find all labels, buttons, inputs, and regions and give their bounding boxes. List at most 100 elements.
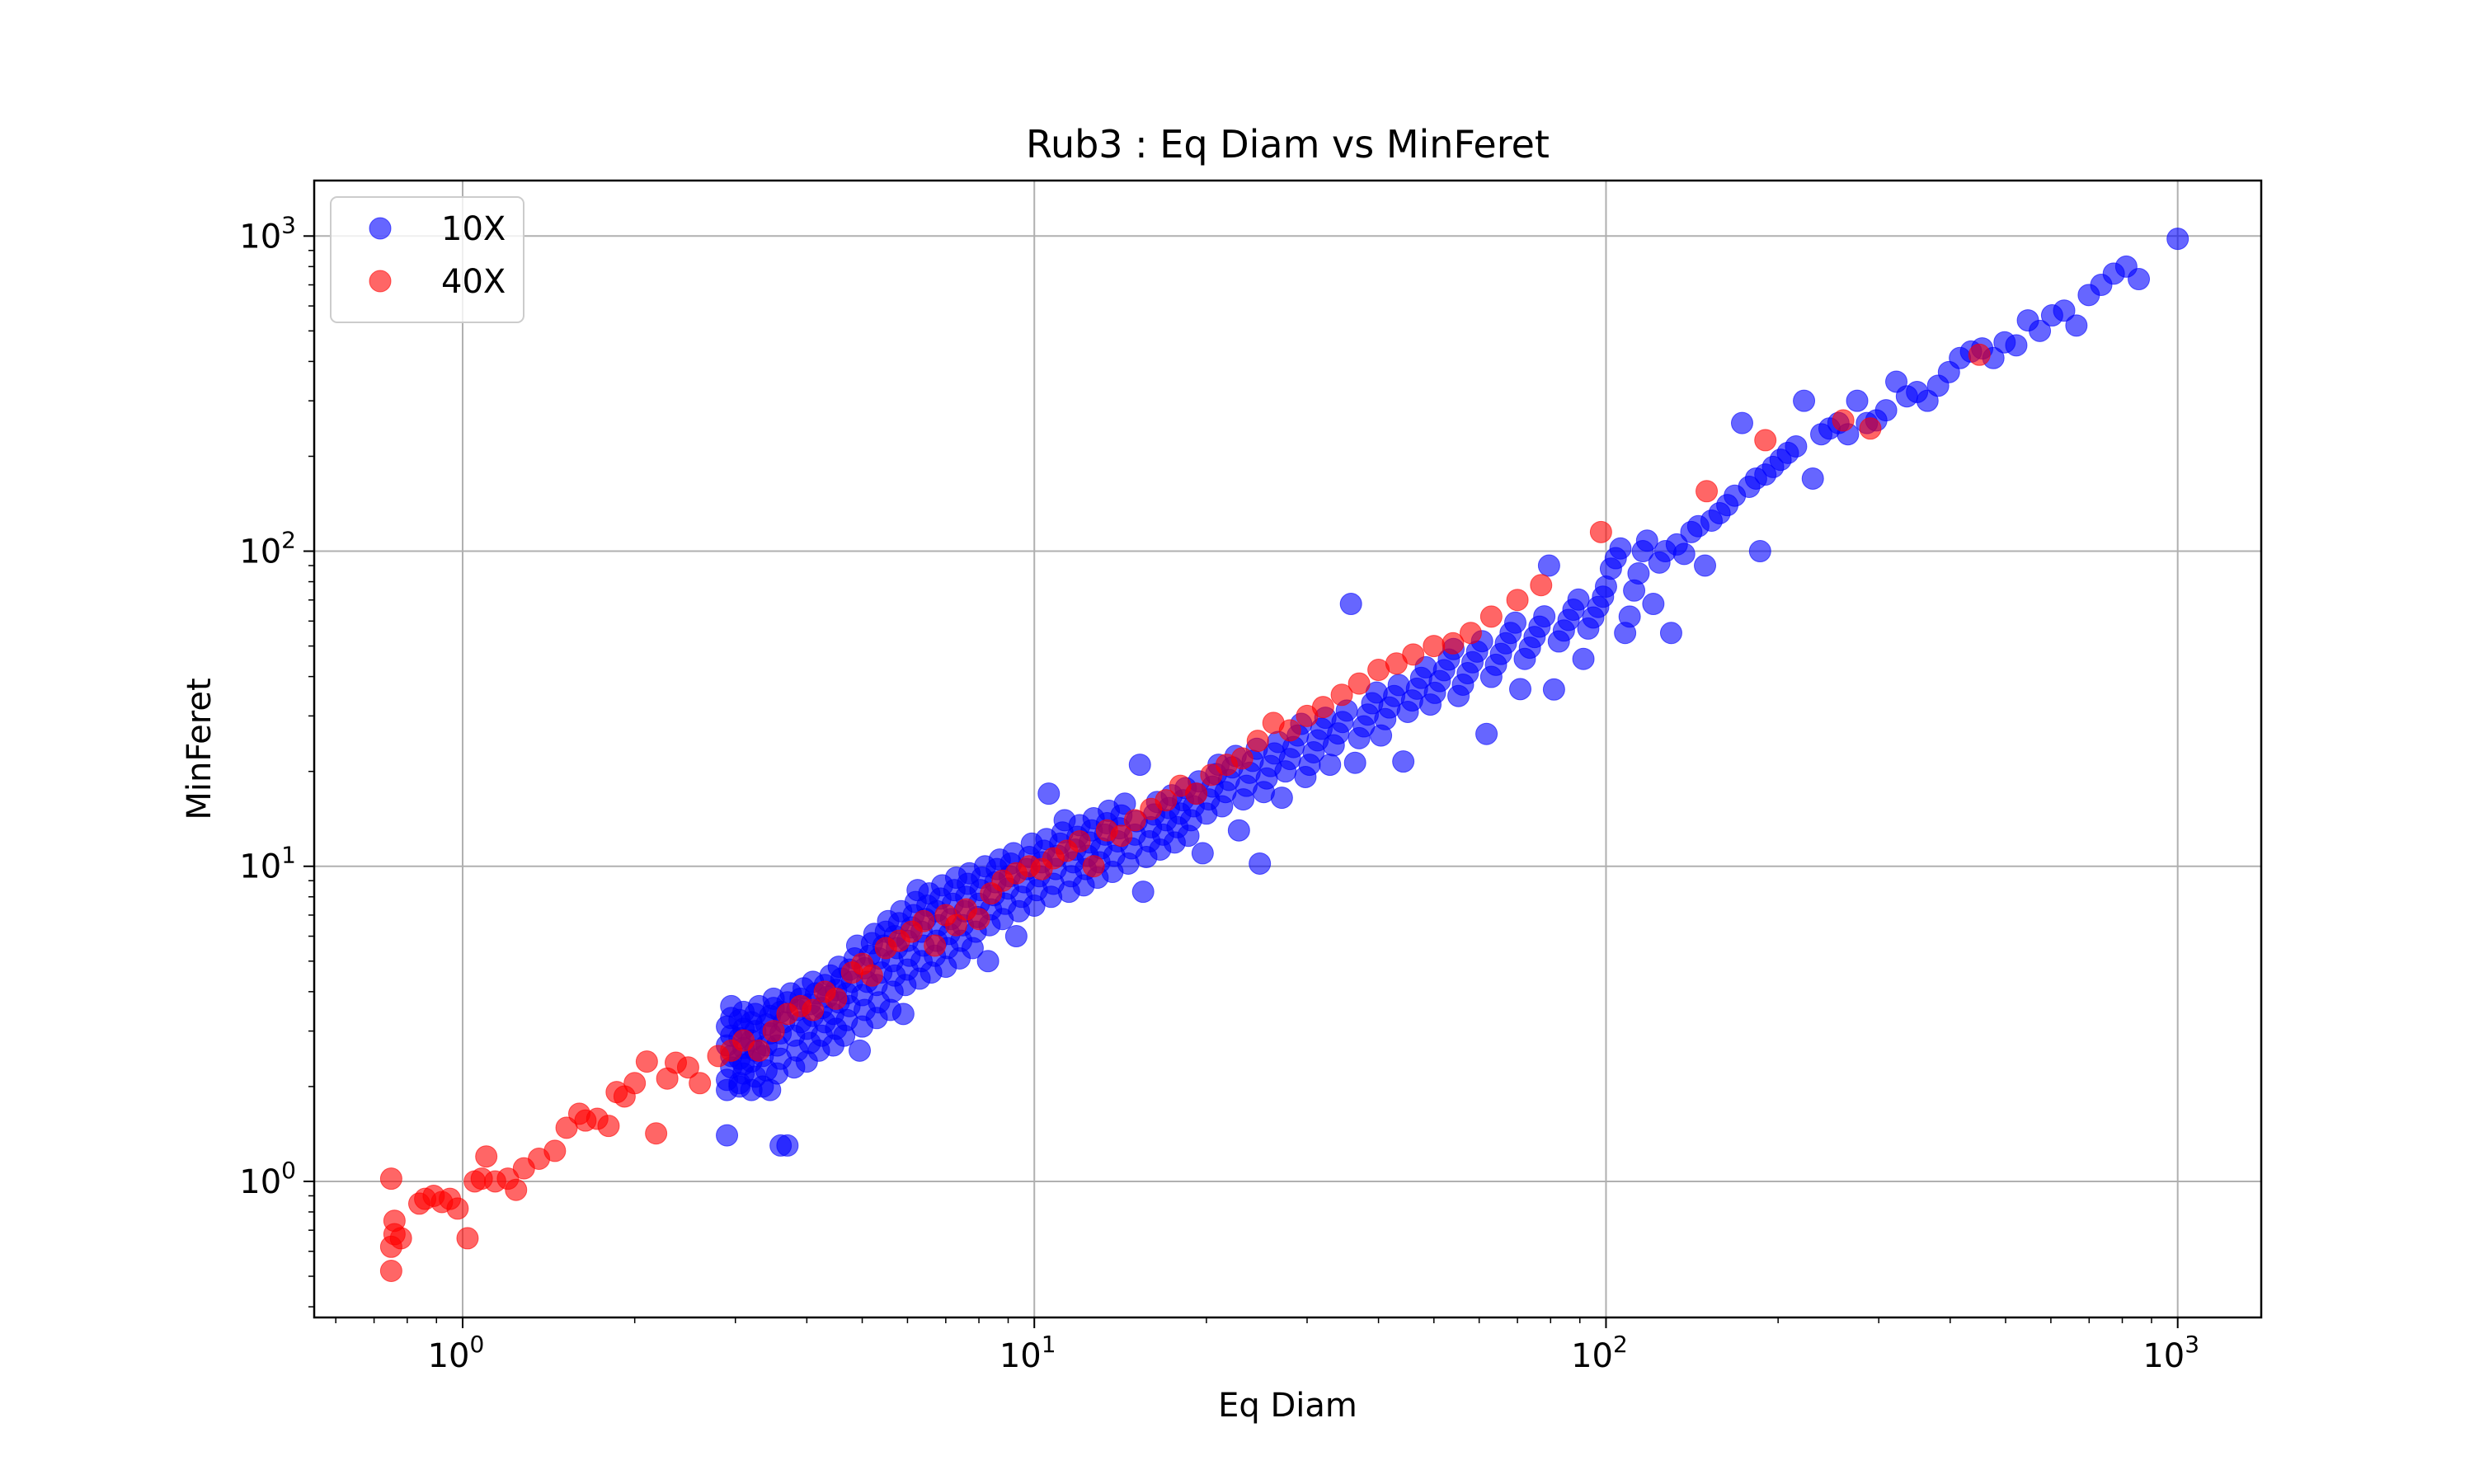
data-point-40x [1968,343,1991,366]
data-point-40x [475,1145,498,1168]
data-point-10x [1567,588,1590,611]
data-point-10x [1801,467,1824,490]
data-point-10x [891,1003,915,1026]
data-point-10x [1542,678,1565,701]
data-point-40x [924,934,947,957]
data-point-40x [1082,855,1105,878]
data-point-10x [1874,399,1898,422]
data-point-10x [1249,852,1272,875]
data-point-40x [1068,829,1091,852]
data-point-10x [1635,529,1658,552]
chart-title: Rub3 : Eq Diam vs MinFeret [1026,122,1550,167]
data-point-10x [1730,411,1753,434]
x-tick-label: 103 [2142,1331,2199,1375]
data-point-40x [1696,480,1719,503]
data-point-10x [1537,554,1560,577]
data-point-40x [747,1039,770,1062]
data-point-10x [1191,842,1214,865]
data-point-40x [762,1020,785,1043]
legend-marker-40x [369,270,392,293]
data-point-10x [1748,540,1771,563]
x-tick-label: 102 [1571,1331,1628,1375]
data-point-10x [2005,334,2028,357]
data-point-10x [2053,299,2076,322]
data-point-40x [1459,622,1482,645]
data-point-40x [1123,809,1146,832]
data-point-40x [1832,409,1855,432]
data-point-40x [379,1167,402,1190]
data-point-10x [1533,605,1556,628]
legend-label-40x: 40X [441,263,506,301]
data-point-10x [1131,881,1155,904]
data-point-10x [1128,754,1151,777]
data-point-10x [1270,787,1293,810]
data-point-40x [1506,589,1529,612]
data-point-10x [716,1124,739,1147]
data-point-40x [944,913,967,937]
data-point-10x [1627,562,1650,585]
data-point-40x [1479,605,1503,628]
data-point-10x [1694,554,1717,577]
data-point-10x [1339,593,1362,616]
data-point-10x [1659,622,1682,645]
data-point-40x [1230,747,1253,770]
data-point-40x [1246,730,1269,753]
data-point-10x [1572,647,1595,670]
data-point-10x [776,1134,799,1157]
data-point-10x [1503,611,1526,634]
data-point-40x [825,987,848,1010]
data-point-40x [1402,643,1425,666]
data-point-40x [689,1072,712,1095]
data-point-40x [645,1122,668,1145]
data-point-10x [1793,389,1816,412]
data-point-10x [2065,314,2088,337]
data-point-40x [623,1072,647,1095]
data-point-40x [1859,417,1882,440]
grid-lines [314,181,2261,1317]
data-point-40x [389,1227,412,1250]
legend-label-10x: 10X [441,210,506,248]
data-point-10x [849,1039,872,1062]
x-tick-label: 101 [999,1331,1056,1375]
axis-ticks: 100 101 102 103 100 101 102 103 [239,211,2199,1375]
data-point-10x [1642,593,1665,616]
data-point-10x [2029,319,2052,342]
legend-marker-10x [369,217,392,240]
data-point-10x [1509,678,1532,701]
x-axis-label: Eq Diam [1218,1387,1357,1425]
data-point-10x [1846,389,1869,412]
y-axis-label: MinFeret [181,678,219,819]
data-point-40x [1442,632,1465,655]
y-tick-label: 100 [239,1157,296,1201]
data-point-40x [446,1197,469,1220]
data-point-40x [1110,824,1133,848]
data-point-10x [1319,754,1342,777]
data-point-10x [1004,925,1028,948]
data-point-10x [1618,605,1641,628]
data-point-40x [1330,683,1353,707]
data-point-40x [635,1050,658,1073]
data-point-40x [860,964,883,987]
data-point-40x [912,909,935,932]
data-point-40x [1754,429,1777,452]
data-point-10x [1392,750,1415,773]
data-points [379,228,2189,1283]
y-tick-label: 102 [239,527,296,571]
data-point-40x [543,1139,567,1162]
data-point-10x [976,950,999,973]
data-point-10x [1037,782,1061,805]
legend: 10X 40X [330,196,524,323]
plot-area-frame [313,179,2263,1319]
data-point-40x [456,1227,479,1250]
data-point-10x [1609,537,1632,560]
data-point-40x [1278,719,1301,742]
data-point-10x [1785,434,1808,458]
data-point-40x [1155,789,1178,812]
data-point-40x [1348,672,1371,695]
data-point-10x [2128,268,2151,291]
data-point-10x [1343,751,1366,774]
data-point-40x [1589,520,1612,543]
data-point-40x [1185,782,1208,805]
data-point-10x [2166,228,2189,251]
data-point-10x [1227,819,1250,842]
